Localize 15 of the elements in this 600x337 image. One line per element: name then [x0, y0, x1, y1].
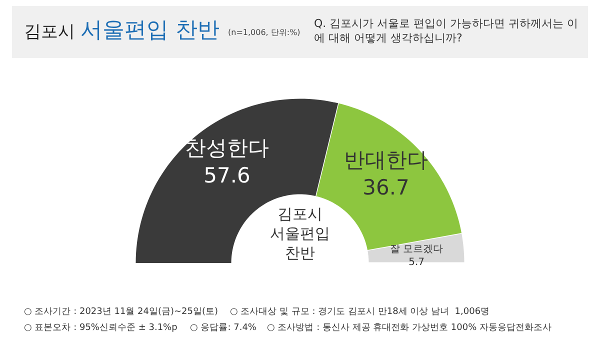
- data-label: 5.7: [408, 257, 425, 268]
- slice-label: 찬성한다: [185, 136, 269, 160]
- data-label: 36.7: [362, 175, 410, 200]
- data-label: 57.6: [204, 163, 250, 188]
- slice-label: 반대한다: [344, 148, 428, 172]
- text: Q. 김포시가 서울로 편입이 가능하다면 귀하께서는 이 에 대해 어떻게 생각하십니까?: [314, 17, 578, 44]
- text: ○ 조사방법 : 통신사 제공 휴대전화 가상번호 100% 자동응답전화조사: [267, 323, 552, 333]
- text: ○ 표본오차 : 95%신뢰수준 ± 3.1%p: [24, 323, 178, 333]
- text: ○ 응답률: 7.4%: [190, 323, 257, 333]
- text: 김포시 서울편입 찬반: [270, 205, 330, 262]
- chart-title: 김포시 서울편입 찬반: [24, 18, 220, 43]
- chart-subtitle: (n=1,006, 단위:%): [228, 28, 300, 37]
- slice-label: 잘 모르겠다: [390, 244, 444, 255]
- text: ○ 조사기간 : 2023년 11월 24일(금)~25일(토): [24, 307, 218, 317]
- text: ○ 조사대상 및 규모 : 경기도 김포시 만18세 이상 남녀 1,006명: [230, 307, 490, 317]
